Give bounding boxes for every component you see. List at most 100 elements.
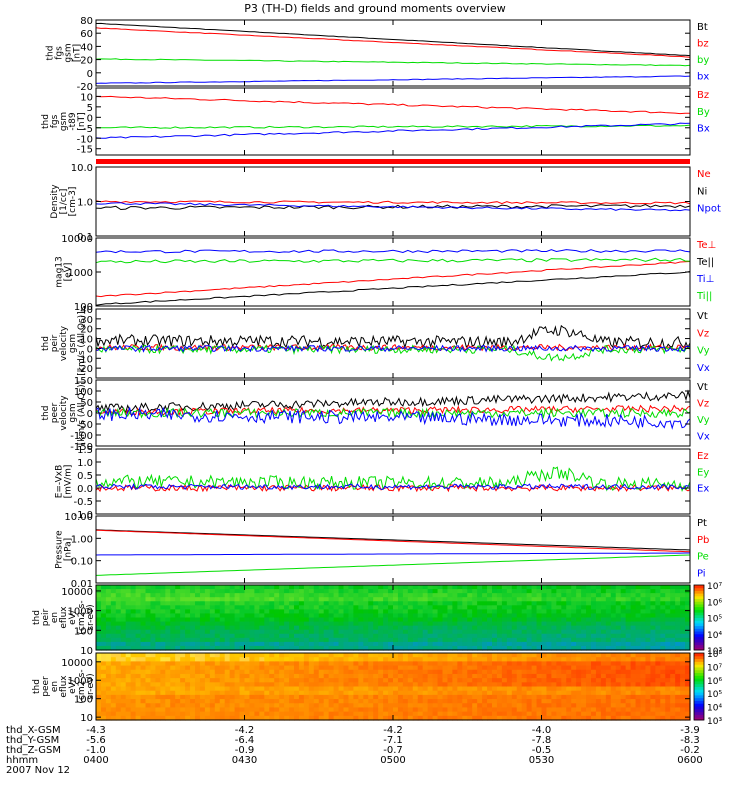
heatmap-cell [452,669,458,675]
series-Ni [95,203,691,211]
heatmap-cell [229,665,236,671]
heatmap-cell [625,617,632,623]
heatmap-cell [219,694,226,700]
heatmap-cell [600,617,607,623]
heatmap-cell [422,633,429,639]
heatmap-cell [561,694,567,700]
heatmap-cell [506,593,513,598]
heatmap-cell [610,609,617,615]
heatmap-cell [145,621,152,627]
heatmap-cell [407,669,414,675]
heatmap-cell [150,585,156,590]
heatmap-cell [130,589,137,594]
heatmap-cell [600,669,607,675]
colorbar-label: 10⁴ [707,704,722,714]
heatmap-cell [531,601,538,606]
heatmap-cell [125,665,132,671]
heatmap-cell [274,641,280,647]
heatmap-cell [165,593,171,598]
series-Pe [95,554,691,576]
heatmap-cell [506,694,513,700]
heatmap-cell [333,641,340,647]
heatmap-cell [358,645,364,651]
heatmap-cell [135,625,142,631]
heatmap-cell [155,613,161,619]
heatmap-cell [556,609,562,615]
heatmap-cell [680,617,686,623]
heatmap-cell [615,621,622,627]
heatmap-cell [477,609,483,615]
heatmap-cell [630,613,637,619]
heatmap-cell [234,678,241,683]
heatmap-cell [521,715,528,721]
heatmap-cell [294,629,300,635]
heatmap-cell [155,605,161,610]
heatmap-cell [586,657,592,662]
heatmap-cell [229,678,236,683]
heatmap-cell [368,703,374,709]
heatmap-cell [581,682,587,688]
heatmap-cell [125,625,132,631]
heatmap-cell [343,645,350,651]
heatmap-cell [333,585,340,590]
heatmap-cell [388,707,394,713]
heatmap-cell [130,605,137,610]
y-tick-label: 10.0 [71,163,93,174]
heatmap-cell [412,621,419,627]
heatmap-cell [635,625,642,631]
heatmap-cell [625,678,632,683]
heatmap-cell [437,682,444,688]
heatmap-cell [437,707,444,713]
heatmap-cell [105,617,112,623]
heatmap-cell [96,621,102,627]
heatmap-cell [432,715,439,721]
heatmap-cell [170,707,176,713]
heatmap-cell [521,711,528,717]
heatmap-cell [328,633,335,639]
heatmap-cell [249,617,255,623]
heatmap-cell [294,715,300,721]
heatmap-cell [482,673,488,679]
heatmap-cell [209,682,216,688]
heatmap-cell [150,621,156,627]
heatmap-cell [675,699,681,704]
heatmap-cell [294,707,300,713]
heatmap-cell [160,585,166,590]
heatmap-cell [610,617,617,623]
y-axis-label-line: [1/cc] [59,189,69,215]
heatmap-cell [393,665,399,671]
heatmap-cell [274,673,280,679]
heatmap-cell [541,641,548,647]
heatmap-cell [561,669,567,675]
heatmap-cell [294,694,300,700]
heatmap-cell [412,645,419,651]
heatmap-cell [155,629,161,635]
heatmap-cell [397,699,404,704]
y-axis-label-line: peer [50,402,60,423]
heatmap-cell [655,707,661,713]
heatmap-cell [353,682,359,688]
heatmap-cell [477,641,483,647]
y-tick-label: -15 [77,145,93,156]
heatmap-cell [249,707,255,713]
heatmap-cell [457,678,463,683]
heatmap-cell [338,690,345,696]
heatmap-cell [155,678,161,683]
heatmap-cell [417,621,424,627]
heatmap-cell [195,682,201,688]
heatmap-cell [358,661,364,667]
heatmap-cell [125,601,132,606]
heatmap-cell [625,707,632,713]
heatmap-cell [521,609,528,615]
heatmap-cell [615,609,622,615]
heatmap-cell [506,657,513,662]
heatmap-cell [640,686,647,692]
heatmap-cell [571,690,577,696]
heatmap-cell [541,629,548,635]
heatmap-cell [442,613,449,619]
heatmap-cell [675,653,681,658]
heatmap-cell [650,711,656,717]
heatmap-cell [610,625,617,631]
heatmap-cell [155,633,161,639]
heatmap-cell [115,601,122,606]
